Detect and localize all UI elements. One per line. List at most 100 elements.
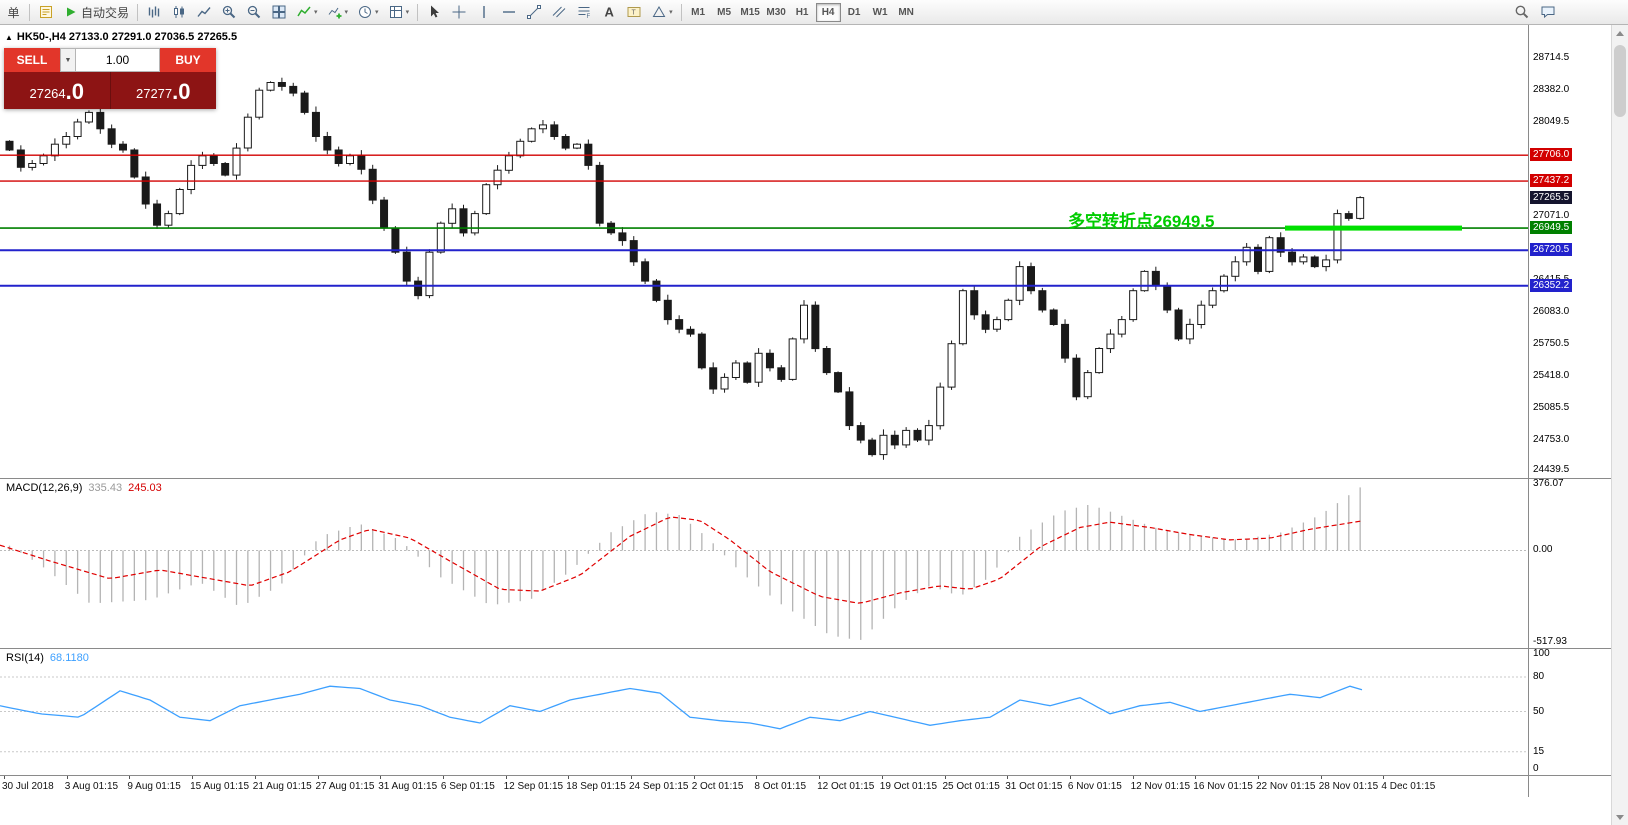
time-axis-tick: [756, 775, 758, 779]
price-axis[interactable]: 28714.528382.028049.527071.026415.526083…: [1529, 25, 1611, 797]
time-axis-label: 31 Oct 01:15: [1005, 781, 1063, 792]
text-icon: A: [601, 4, 617, 20]
time-axis-label: 30 Jul 2018: [2, 781, 54, 792]
time-axis-tick: [1258, 775, 1259, 779]
time-axis-tick: [1132, 775, 1134, 779]
time-axis-label: 12 Oct 01:15: [817, 781, 875, 792]
timeframe-m1-button[interactable]: M1: [686, 3, 711, 22]
chevron-down-icon: ▾: [314, 9, 318, 16]
timeframe-m30-button[interactable]: M30: [764, 3, 789, 22]
chevron-down-icon: ▾: [405, 9, 410, 16]
time-axis-tick: [192, 775, 194, 779]
time-axis-label: 15 Aug 01:15: [190, 781, 250, 792]
macd-splitter[interactable]: [0, 478, 1611, 479]
candlestick-chart[interactable]: [0, 25, 1528, 478]
time-axis-tick: [631, 775, 632, 779]
timeframe-h1-button[interactable]: H1: [790, 3, 815, 22]
rsi-value: 68.1180: [49, 652, 89, 664]
timeframe-m15-button[interactable]: M15: [738, 3, 763, 22]
scrollbar-down-button[interactable]: [1612, 809, 1628, 825]
volume-input[interactable]: [76, 48, 160, 72]
new-chart-button[interactable]: ▾: [323, 2, 353, 23]
scrollbar-thumb[interactable]: [1614, 45, 1626, 117]
svg-text:F: F: [587, 14, 591, 20]
vline-button[interactable]: [472, 2, 496, 23]
collapse-one-click-icon[interactable]: ▲: [5, 32, 13, 42]
quotes-icon: [38, 4, 54, 20]
toolbar-separator: [417, 3, 419, 21]
svg-text:A: A: [605, 5, 615, 20]
time-axis-border: [0, 775, 1611, 776]
price-line-label: 27437.2: [1530, 174, 1573, 188]
line-chart-button[interactable]: [192, 2, 216, 23]
price-axis-tick: 26083.0: [1533, 305, 1570, 317]
rsi-scale-label: 100: [1533, 648, 1550, 659]
new-order-button[interactable]: 单: [2, 2, 25, 23]
bars-chart-button[interactable]: [142, 2, 166, 23]
cursor-button[interactable]: [422, 2, 446, 23]
timeframe-h4-button[interactable]: H4: [815, 2, 841, 22]
zoom-in-button[interactable]: [217, 2, 241, 23]
time-axis[interactable]: 30 Jul 2018 3 Aug 01:15 9 Aug 01:15 15 Aug …: [0, 775, 1528, 797]
text-button[interactable]: A: [597, 2, 621, 23]
macd-indicator-panel[interactable]: MACD(12,26,9) 335.43 245.03: [0, 478, 1528, 648]
candles-chart-button[interactable]: [167, 2, 191, 23]
time-axis-tick: [254, 775, 256, 779]
fibonacci-button[interactable]: F: [572, 2, 596, 23]
chart-annotation-text: 多空转折点26949.5: [1068, 212, 1215, 231]
search-button[interactable]: [1510, 2, 1534, 23]
zoom-out-button[interactable]: [242, 2, 266, 23]
timeframe-d1-button[interactable]: D1: [842, 3, 867, 22]
chat-button[interactable]: [1536, 2, 1560, 23]
indicators-button[interactable]: ▾: [292, 2, 322, 23]
macd-chart: [0, 487, 1528, 640]
vertical-scrollbar[interactable]: [1611, 25, 1628, 825]
time-axis-label: 12 Sep 01:15: [503, 781, 564, 792]
buy-button[interactable]: BUY: [160, 48, 216, 72]
hline-button[interactable]: [497, 2, 521, 23]
volume-dropdown[interactable]: ▼: [60, 48, 76, 72]
bars-chart-icon: [146, 4, 162, 20]
time-axis-label: 25 Oct 01:15: [942, 781, 1000, 792]
toolbar-drawing-tools: F A T ▾: [422, 2, 677, 23]
autotrading-label: 自动交易: [81, 5, 130, 20]
timeframe-m5-button[interactable]: M5: [712, 3, 737, 22]
quotes-button[interactable]: [34, 2, 58, 23]
price-axis-tick: 24753.0: [1533, 433, 1570, 445]
trendline-button[interactable]: [522, 2, 546, 23]
buy-price[interactable]: 27277.0: [111, 72, 217, 109]
crosshair-button[interactable]: [447, 2, 471, 23]
svg-text:T: T: [632, 10, 637, 17]
rsi-label: RSI(14): [6, 652, 44, 664]
price-axis-tick: 27071.0: [1533, 210, 1570, 222]
time-axis-tick: [1069, 775, 1071, 779]
time-axis-tick: [568, 775, 570, 779]
sell-price[interactable]: 27264.0: [4, 72, 111, 109]
templates-button[interactable]: ▾: [384, 2, 414, 23]
toolbar-separator: [29, 3, 30, 21]
rsi-indicator-panel[interactable]: RSI(14) 68.1180: [0, 648, 1528, 775]
fibonacci-icon: F: [576, 4, 592, 20]
toolbar-right-tools: [1510, 2, 1560, 23]
rsi-scale-label: 50: [1533, 705, 1545, 717]
sell-button[interactable]: SELL: [4, 48, 60, 72]
autotrading-button[interactable]: 自动交易: [59, 2, 133, 23]
time-axis-label: 4 Dec 01:15: [1381, 781, 1436, 792]
timeframe-w1-button[interactable]: W1: [868, 3, 893, 22]
time-axis-tick: [881, 775, 883, 779]
text-label-button[interactable]: T: [622, 2, 646, 23]
time-axis-tick: [1320, 775, 1322, 779]
tile-windows-button[interactable]: [267, 2, 291, 23]
equidistant-channel-button[interactable]: [547, 2, 571, 23]
shapes-button[interactable]: ▾: [647, 2, 677, 23]
chevron-down-icon: ▾: [669, 9, 673, 16]
clock-button[interactable]: ▾: [353, 2, 383, 23]
main-chart-panel[interactable]: ▲ HK50-,H4 27133.0 27291.0 27036.5 27265…: [0, 25, 1528, 478]
time-axis-tick: [1195, 775, 1197, 779]
timeframe-mn-button[interactable]: MN: [894, 3, 919, 22]
macd-scale-label: 0.00: [1533, 544, 1553, 556]
scrollbar-up-button[interactable]: [1612, 25, 1628, 41]
rsi-splitter[interactable]: [0, 648, 1611, 649]
time-axis-label: 27 Aug 01:15: [315, 781, 375, 792]
clock-icon: [357, 4, 373, 20]
